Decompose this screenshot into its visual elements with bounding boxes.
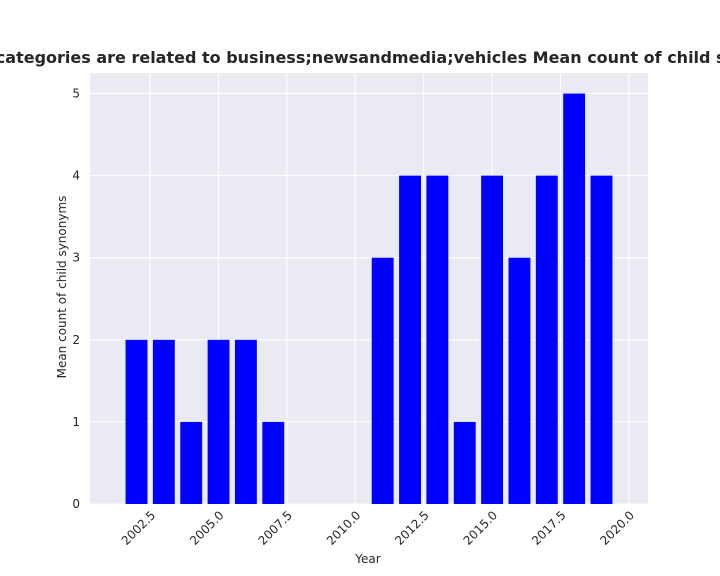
bar-2012 [399, 175, 421, 504]
bar-2006 [234, 339, 257, 504]
x-tick-label: 2020.0 [597, 508, 637, 548]
x-tick-label: 2017.5 [529, 508, 569, 548]
bar-2002 [125, 339, 148, 504]
bar-2007 [262, 421, 285, 504]
y-tick-label: 2 [72, 333, 80, 347]
bar-2004 [180, 421, 203, 504]
y-tick-label: 3 [72, 251, 80, 265]
x-tick-label: 2010.0 [324, 508, 364, 548]
y-tick-label: 0 [72, 497, 80, 511]
y-tick-labels: 0 1 2 3 4 5 [72, 87, 80, 511]
x-tick-label: 2015.0 [461, 508, 501, 548]
y-tick-label: 1 [72, 415, 80, 429]
y-tick-label: 4 [72, 169, 80, 183]
y-axis-label: Mean count of child synonyms [55, 196, 69, 379]
y-tick-label: 5 [72, 87, 80, 101]
bar-2005 [207, 339, 230, 504]
bar-2016 [508, 257, 531, 504]
x-axis-label: Year [354, 552, 380, 566]
x-tick-label: 2005.0 [187, 508, 227, 548]
bar-2015 [481, 175, 504, 504]
bar-2011 [371, 257, 394, 504]
x-tick-label: 2002.5 [119, 508, 159, 548]
bar-2018 [563, 93, 586, 505]
x-tick-label: 2007.5 [255, 508, 295, 548]
bars [125, 93, 613, 505]
bar-2013 [426, 175, 449, 504]
chart-title: Privacy policies which data categories a… [0, 48, 720, 67]
bar-2019 [590, 175, 613, 504]
x-tick-label: 2012.5 [392, 508, 432, 548]
bar-2014 [453, 421, 476, 504]
bar-2017 [535, 175, 558, 504]
bar-2003 [152, 339, 175, 504]
x-tick-labels: 2002.5 2005.0 2007.5 2010.0 2012.5 2015.0 2017… [119, 508, 637, 548]
